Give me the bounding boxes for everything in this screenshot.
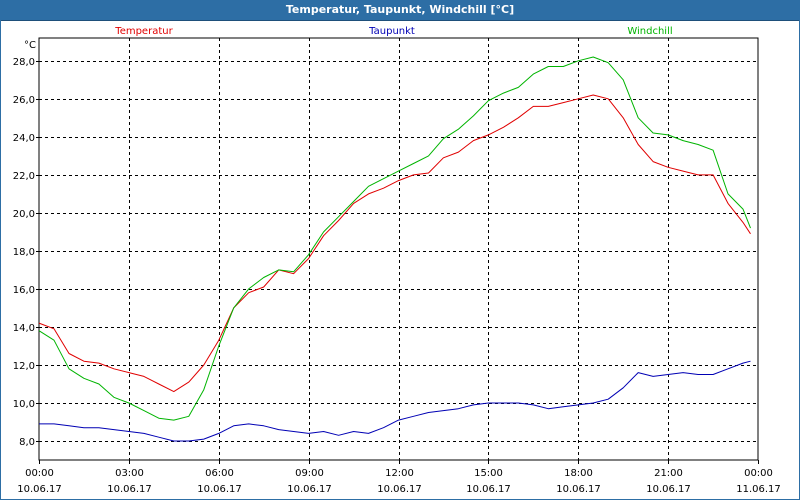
y-tick-label: 12,0 [13, 361, 35, 372]
y-tick-label: 22,0 [13, 171, 35, 182]
y-tick-label: 8,0 [19, 437, 35, 448]
legend-label-taupunkt: Taupunkt [368, 26, 415, 37]
x-tick-date-label: 10.06.17 [377, 484, 422, 495]
x-tick-date-label: 10.06.17 [646, 484, 691, 495]
y-tick-label: 28,0 [13, 57, 35, 68]
y-tick-label: 26,0 [13, 95, 35, 106]
legend-label-temperatur: Temperatur [114, 26, 173, 37]
window-title: Temperatur, Taupunkt, Windchill [°C] [0, 0, 800, 21]
x-tick-time-label: 00:00 [25, 468, 54, 479]
x-tick-time-label: 09:00 [295, 468, 324, 479]
y-tick-label: 18,0 [13, 247, 35, 258]
plot-area [38, 37, 759, 461]
y-tick-label: 24,0 [13, 133, 35, 144]
x-tick-time-label: 06:00 [205, 468, 234, 479]
y-tick-label: 10,0 [13, 399, 35, 410]
y-axis-unit-label: °C [24, 40, 36, 51]
legend-label-windchill: Windchill [627, 26, 672, 37]
x-tick-date-label: 10.06.17 [556, 484, 601, 495]
x-tick-date-label: 10.06.17 [197, 484, 242, 495]
x-tick-date-label: 11.06.17 [736, 484, 781, 495]
x-tick-time-label: 18:00 [564, 468, 593, 479]
series-line-windchill [38, 56, 751, 421]
y-tick-label: 20,0 [13, 209, 35, 220]
x-tick-time-label: 03:00 [115, 468, 144, 479]
y-tick-label: 14,0 [13, 323, 35, 334]
x-tick-time-label: 21:00 [654, 468, 683, 479]
series-line-taupunkt [39, 360, 751, 442]
series-line-temperatur [38, 94, 751, 393]
x-tick-date-label: 10.06.17 [466, 484, 511, 495]
y-tick-label: 16,0 [13, 285, 35, 296]
x-tick-date-label: 10.06.17 [17, 484, 62, 495]
x-tick-time-label: 12:00 [385, 468, 414, 479]
x-tick-date-label: 10.06.17 [107, 484, 152, 495]
x-tick-time-label: 15:00 [474, 468, 503, 479]
x-tick-time-label: 00:00 [744, 468, 773, 479]
x-tick-date-label: 10.06.17 [287, 484, 332, 495]
